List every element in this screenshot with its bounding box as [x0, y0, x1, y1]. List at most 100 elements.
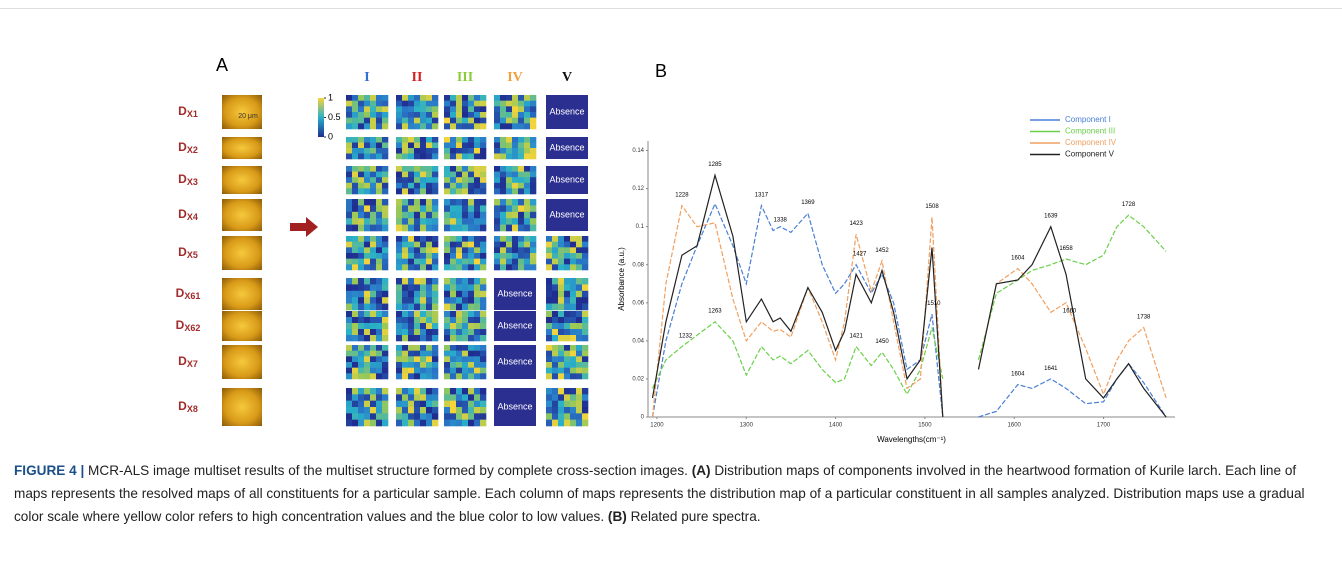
map-pixel: [564, 350, 571, 357]
map-pixel: [382, 278, 389, 285]
map-pixel: [558, 413, 565, 420]
map-pixel: [468, 290, 475, 298]
map-pixel: [382, 123, 389, 130]
map-pixel: [576, 264, 583, 271]
map-pixel: [582, 284, 589, 292]
map-pixel: [414, 177, 421, 184]
map-pixel: [402, 258, 409, 265]
map-pixel: [370, 297, 377, 304]
map-pixel: [382, 106, 389, 113]
map-pixel: [444, 335, 451, 342]
map-pixel: [346, 373, 353, 380]
map-pixel: [546, 329, 553, 336]
map-pixel: [376, 264, 383, 271]
map-pixel: [570, 278, 577, 285]
map-pixel: [364, 199, 371, 206]
column-header: II: [412, 70, 423, 85]
map-pixel: [518, 106, 525, 113]
map-pixel: [364, 171, 371, 178]
map-pixel: [506, 258, 513, 265]
map-pixel: [426, 148, 433, 154]
map-pixel: [432, 388, 439, 395]
map-pixel: [576, 247, 583, 254]
distribution-map: [546, 345, 589, 380]
x-tick-label: 1300: [740, 423, 754, 429]
map-pixel: [346, 123, 353, 130]
y-tick-label: 0.1: [636, 224, 645, 230]
map-pixel: [474, 345, 481, 351]
map-pixel: [408, 241, 415, 248]
map-pixel: [462, 241, 469, 248]
map-pixel: [382, 137, 389, 143]
map-pixel: [346, 182, 353, 189]
map-pixel: [456, 211, 463, 219]
map-pixel: [376, 177, 383, 184]
map-pixel: [346, 218, 353, 225]
map-pixel: [468, 323, 475, 330]
peak-label: 1658: [1059, 246, 1073, 252]
map-pixel: [582, 236, 589, 242]
map-pixel: [358, 148, 365, 154]
map-pixel: [474, 350, 481, 357]
map-pixel: [358, 137, 365, 143]
map-pixel: [396, 264, 403, 271]
map-pixel: [364, 137, 371, 143]
distribution-map: [346, 311, 389, 342]
map-pixel: [420, 394, 427, 401]
map-pixel: [382, 290, 389, 298]
map-pixel: [432, 241, 439, 248]
map-pixel: [456, 199, 463, 206]
map-pixel: [462, 211, 469, 219]
map-pixel: [450, 182, 457, 189]
map-pixel: [346, 171, 353, 178]
map-pixel: [414, 284, 421, 292]
map-pixel: [414, 356, 421, 363]
map-pixel: [408, 123, 415, 130]
map-pixel: [408, 188, 415, 195]
absence-cell: [494, 345, 536, 379]
map-pixel: [364, 253, 371, 259]
map-pixel: [420, 95, 427, 101]
map-pixel: [414, 148, 421, 154]
map-pixel: [468, 413, 475, 420]
map-pixel: [570, 329, 577, 336]
map-pixel: [364, 297, 371, 304]
map-pixel: [402, 171, 409, 178]
map-pixel: [450, 388, 457, 395]
row-label-main: D: [178, 354, 187, 368]
map-pixel: [352, 407, 359, 414]
map-pixel: [474, 224, 481, 232]
map-pixel: [462, 205, 469, 213]
map-pixel: [524, 148, 531, 154]
map-pixel: [456, 303, 463, 311]
map-pixel: [420, 218, 427, 225]
map-pixel: [500, 182, 507, 189]
map-pixel: [480, 137, 487, 143]
map-pixel: [402, 199, 409, 206]
map-pixel: [364, 278, 371, 285]
map-pixel: [530, 106, 537, 113]
map-pixel: [370, 188, 377, 195]
map-pixel: [570, 317, 577, 324]
map-pixel: [456, 112, 463, 118]
map-pixel: [480, 311, 487, 318]
map-pixel: [420, 373, 427, 380]
map-pixel: [370, 148, 377, 154]
map-pixel: [352, 356, 359, 363]
map-pixel: [432, 182, 439, 189]
map-pixel: [552, 297, 559, 304]
map-pixel: [382, 345, 389, 351]
map-pixel: [358, 394, 365, 401]
map-pixel: [564, 241, 571, 248]
map-pixel: [480, 388, 487, 395]
map-pixel: [352, 241, 359, 248]
map-pixel: [414, 247, 421, 254]
map-pixel: [370, 247, 377, 254]
map-pixel: [426, 362, 433, 368]
map-pixel: [426, 311, 433, 318]
distribution-map: [444, 166, 487, 195]
absence-label: Absence: [549, 174, 584, 184]
map-pixel: [420, 345, 427, 351]
map-pixel: [370, 112, 377, 118]
map-pixel: [570, 284, 577, 292]
